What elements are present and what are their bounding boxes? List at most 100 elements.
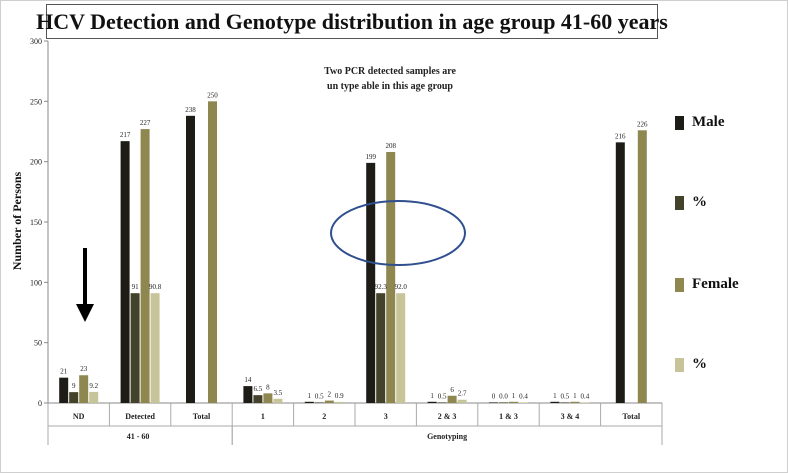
legend-label-female: Female [692,276,739,292]
data-label: 6.5 [254,385,263,393]
legend-item-female-percent: % [675,356,707,373]
legend-swatch-male [675,115,684,130]
bar [150,293,160,403]
y-tick-label: 300 [30,37,42,46]
data-label: 208 [385,142,396,150]
bar [560,402,570,403]
y-tick-label: 100 [30,278,42,287]
data-label: 6 [450,386,454,394]
bar [376,293,386,403]
data-label: 91 [132,283,140,291]
data-label: 227 [140,119,151,127]
bar [637,130,647,403]
note-line-1: Two PCR detected samples are [324,66,456,77]
down-arrow-head [76,304,94,322]
category-label: Total [623,412,641,421]
data-label: 238 [185,106,196,114]
legend-swatch-female [675,277,684,292]
data-label: 0.0 [499,392,508,400]
data-label: 217 [120,131,131,139]
bar [89,391,99,403]
bar [186,115,195,404]
bar [386,152,396,403]
group-label: 41 - 60 [127,432,150,441]
data-label: 0 [492,392,496,400]
bar [120,141,130,404]
bar [457,399,467,403]
bar [519,402,528,403]
bar [140,129,150,403]
bar [580,402,590,403]
bar [550,401,560,403]
bar [615,142,625,404]
data-label: 14 [244,376,252,384]
chart-note: Two PCR detected samples are un type abl… [270,64,510,94]
data-label: 21 [60,368,68,376]
category-label: 2 & 3 [438,412,457,421]
bar [273,398,283,403]
legend-swatch-male-percent [675,195,684,210]
bar [366,162,376,403]
data-label: 0.4 [519,392,528,400]
highlight-ellipse [330,200,466,266]
legend-item-male-percent: % [675,194,707,211]
bar [130,293,140,403]
bar [489,402,498,403]
data-label: 1 [430,392,434,400]
bar [437,402,447,403]
data-label: 226 [637,120,648,128]
data-label: 23 [80,365,88,373]
category-label: 1 [261,412,265,421]
bar [396,293,406,403]
category-label: 3 [384,412,388,421]
y-tick-label: 150 [30,218,42,227]
data-label: 216 [615,132,626,140]
legend-label-female-percent: % [692,356,707,372]
bar [324,400,334,403]
chart-title: HCV Detection and Genotype distribution … [36,8,668,34]
data-label: 1 [308,392,312,400]
group-label: Genotyping [427,432,467,441]
bar [509,401,518,403]
y-tick-label: 200 [30,158,42,167]
y-tick-label: 250 [30,97,42,106]
bar [263,393,273,403]
axes: 0 50 100 150 200 250 300 [30,37,663,445]
data-label: 2 [328,391,332,399]
category-label: Total [193,412,211,421]
legend-label-male: Male [692,114,725,130]
category-label: 2 [322,412,326,421]
data-label: 92.3 [375,283,388,291]
bar [59,377,69,403]
bar [243,386,253,403]
category-label: 3 & 4 [561,412,580,421]
data-label: 9.2 [89,382,98,390]
data-label: 2.7 [458,390,467,398]
bar [253,395,263,403]
bar [69,392,79,403]
bar [334,401,344,403]
bar [427,401,437,403]
bar [447,395,457,403]
bar [314,402,324,403]
legend-swatch-female-percent [675,357,684,372]
bar [570,401,580,403]
y-axis-title: Number of Persons [10,171,24,270]
category-labels: ND Detected Total 1 2 3 2 & 3 1 & 3 3 & 4 Total 41… [73,412,641,441]
data-label: 1 [573,392,577,400]
note-line-2: un type able in this age group [327,81,453,92]
data-label: 250 [207,91,218,99]
bars [59,101,647,404]
data-label: 0.5 [315,392,324,400]
data-label: 0.5 [438,392,447,400]
data-label: 9 [72,382,76,390]
y-tick-label: 0 [38,399,42,408]
y-tick-label: 50 [34,339,42,348]
data-label: 1 [553,392,557,400]
legend: Male % Female % [675,100,785,400]
category-label: Detected [125,412,155,421]
data-label: 3.5 [274,389,283,397]
data-label: 1 [512,392,516,400]
